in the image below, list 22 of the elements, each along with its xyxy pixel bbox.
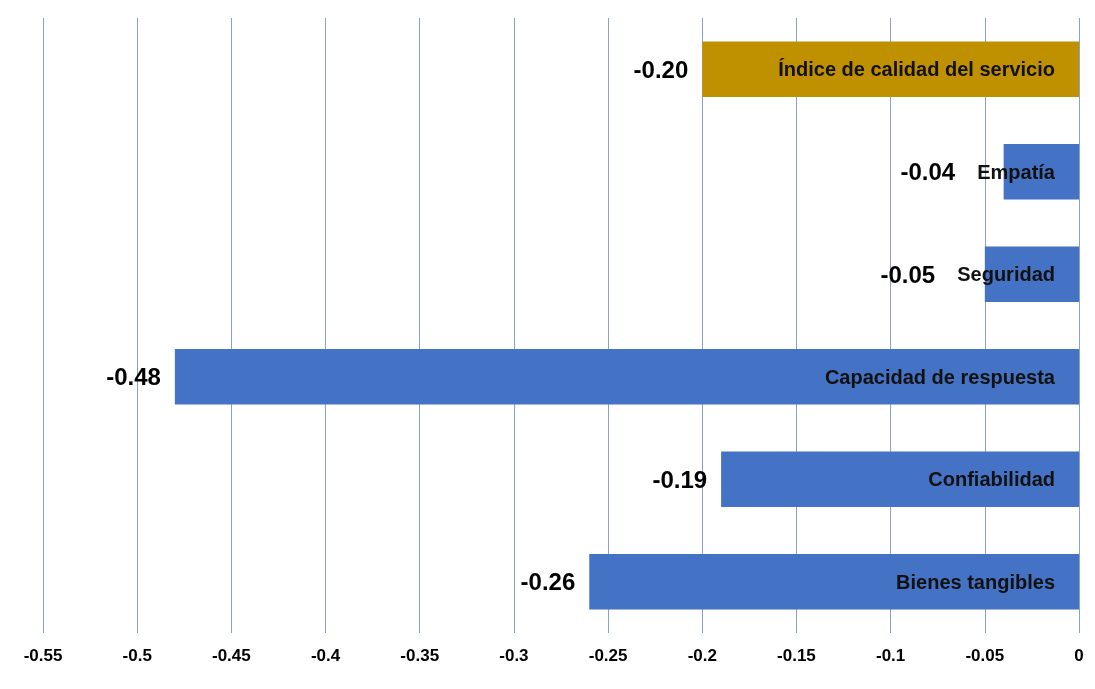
x-tick-label: -0.3 [499, 646, 529, 665]
x-tick-label: -0.45 [211, 646, 251, 665]
data-label: -0.20 [633, 55, 689, 83]
data-label: -0.26 [520, 568, 576, 596]
data-label: -0.04 [900, 158, 956, 186]
x-tick-label: -0.35 [400, 646, 440, 665]
x-tick-label: -0.4 [310, 646, 341, 665]
x-tick-label: -0.55 [23, 646, 63, 665]
x-tick-label: -0.2 [687, 646, 717, 665]
y-tick-label: Confiabilidad [928, 468, 1055, 491]
data-label: -0.48 [106, 363, 161, 391]
data-label: -0.05 [880, 260, 936, 288]
x-tick-label: -0.1 [875, 646, 906, 665]
y-tick-label: Capacidad de respuesta [824, 365, 1056, 388]
y-tick-label: Índice de calidad del servicio [778, 58, 1055, 81]
x-tick-label: 0 [1074, 646, 1084, 665]
x-tick-label: -0.5 [122, 646, 152, 665]
x-tick-label: -0.15 [777, 646, 816, 665]
y-tick-label: Bienes tangibles [896, 570, 1055, 593]
x-tick-label: -0.05 [965, 646, 1005, 665]
data-label: -0.19 [652, 465, 708, 493]
x-tick-label: -0.25 [588, 646, 628, 665]
